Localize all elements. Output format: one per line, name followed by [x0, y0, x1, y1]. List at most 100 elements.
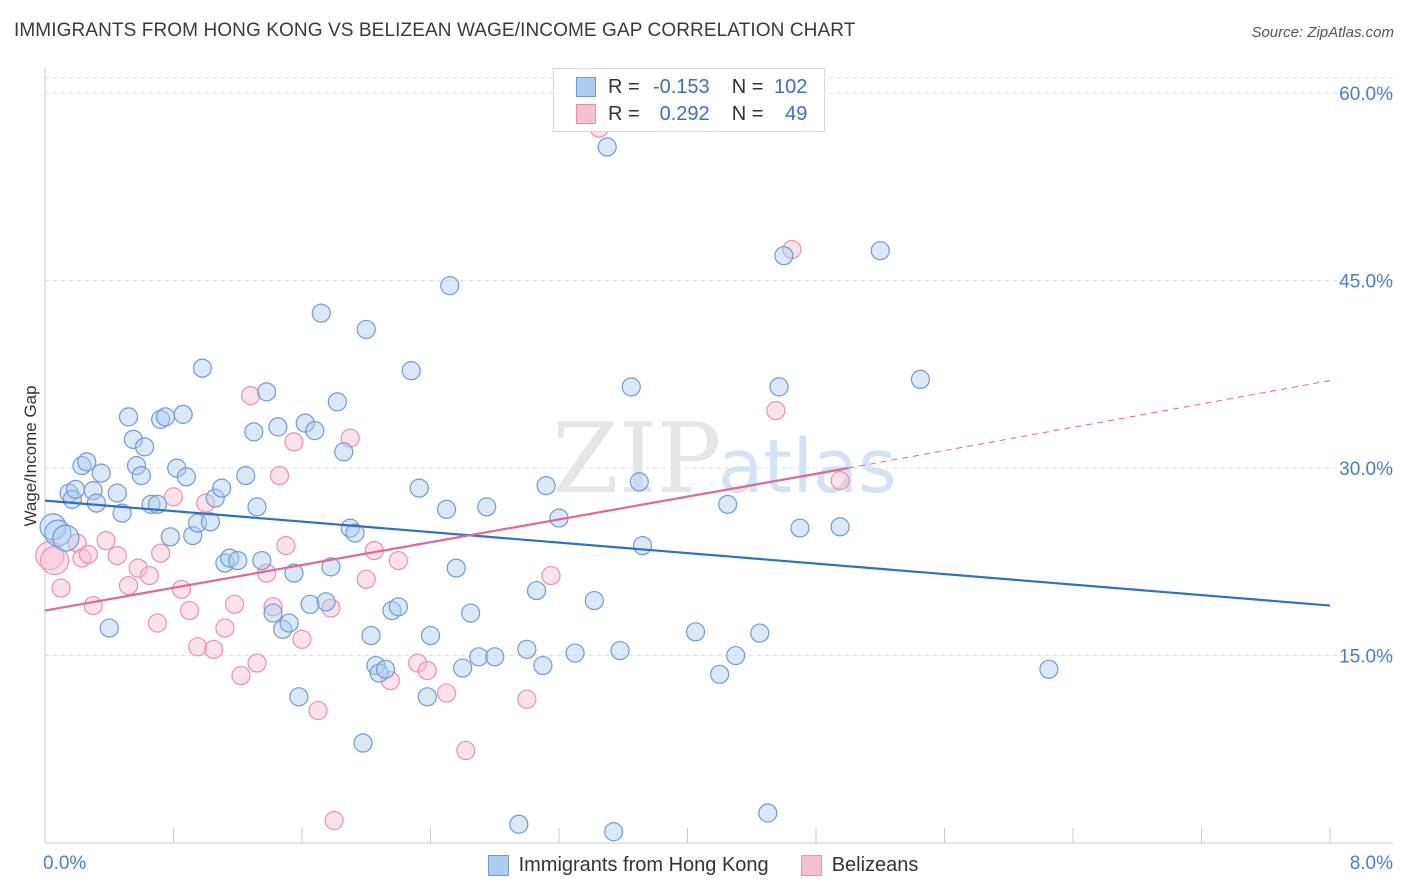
belizean-point	[269, 466, 290, 486]
belizean-point	[417, 660, 437, 681]
hong-kong-point	[632, 535, 653, 556]
hong-kong-point	[205, 488, 225, 508]
belizean-point	[171, 579, 192, 599]
y-tick-label: 60.0%	[1339, 84, 1393, 105]
belizean-point	[231, 665, 251, 686]
hong-kong-point	[536, 476, 556, 496]
belizean-point	[151, 543, 171, 563]
hong-kong-point	[685, 622, 706, 642]
source-label: Source: ZipAtlas.com	[1251, 24, 1394, 41]
hong-kong-point	[86, 493, 107, 513]
hong-kong-point	[769, 377, 789, 397]
belizean-point	[78, 544, 98, 564]
belizean-point	[276, 535, 296, 556]
belizean-point	[204, 639, 224, 659]
hong-kong-point	[279, 613, 299, 633]
hong-kong-point	[236, 466, 256, 486]
hong-kong-point	[316, 592, 336, 612]
hong-kong-point	[509, 814, 529, 834]
hong-kong-point	[134, 437, 155, 457]
belizean-point	[356, 569, 376, 589]
belizean-point	[107, 545, 127, 566]
chart-title: IMMIGRANTS FROM HONG KONG VS BELIZEAN WA…	[14, 20, 856, 41]
hong-kong-point	[345, 523, 365, 543]
belizeans-trend-extension	[848, 380, 1331, 469]
hong-kong-point	[718, 494, 738, 514]
hong-kong-point	[257, 382, 277, 402]
hong-kong-point	[268, 417, 288, 437]
hong-kong-point	[263, 603, 283, 623]
hong-kong-point	[77, 452, 97, 472]
legend-swatch-blue	[576, 77, 596, 97]
x-tick-label: 0.0%	[43, 853, 86, 874]
hong-kong-point	[526, 580, 547, 601]
hong-kong-point	[252, 550, 272, 571]
hong-kong-point	[160, 527, 180, 547]
legend-n-label: N =	[731, 75, 764, 98]
belizean-point	[196, 493, 216, 513]
hong-kong-point	[485, 647, 505, 667]
axes	[44, 68, 1393, 844]
hong-kong-point	[295, 413, 315, 433]
legend-n-value: 49	[785, 102, 808, 125]
belizean-point	[292, 629, 312, 649]
hong-kong-point	[710, 664, 730, 684]
belizean-point	[40, 545, 70, 576]
hong-kong-point	[244, 422, 264, 442]
hong-kong-point	[565, 643, 585, 663]
hong-kong-point	[356, 319, 376, 340]
hong-kong-point	[112, 503, 132, 523]
hong-kong-point	[469, 647, 489, 667]
hong-kong-point	[183, 525, 203, 546]
belizean-point	[83, 595, 103, 616]
hong-kong-point	[375, 659, 396, 679]
belizean-point	[224, 594, 245, 614]
hong-kong-point	[830, 517, 850, 537]
hong-kong-point	[774, 246, 794, 266]
hong-kong-point	[436, 499, 457, 519]
hong-kong-point	[123, 429, 143, 449]
belizean-point	[263, 597, 283, 617]
hong-kong-point	[446, 558, 466, 578]
belizean-point	[139, 565, 160, 586]
hong-kong-point	[155, 407, 176, 427]
belizean-point	[247, 653, 267, 673]
belizean-point	[380, 670, 400, 691]
hong-kong-point	[212, 478, 232, 498]
belizean-point	[118, 575, 139, 596]
belizean-point	[163, 487, 184, 507]
belizean-point	[308, 700, 328, 721]
grid-lines	[45, 77, 1393, 657]
hong-kong-point	[65, 479, 86, 499]
belizean-point	[541, 565, 561, 586]
y-axis-label: Wage/Income Gap	[21, 385, 40, 526]
hong-kong-point	[192, 358, 213, 378]
hong-kong-point	[758, 803, 778, 823]
belizean-point	[388, 550, 408, 571]
belizean-point	[35, 540, 65, 571]
belizean-point	[324, 810, 344, 831]
belizean-point	[456, 740, 476, 761]
correlation-legend: R = -0.153 N = 102 R = 0.292 N = 49	[553, 68, 825, 132]
belizean-point	[408, 653, 428, 673]
hong-kong-point	[126, 456, 147, 476]
hong-kong-point	[327, 392, 347, 412]
hong-kong-point	[334, 442, 354, 462]
series-legend: Immigrants from Hong Kong Belizeans	[0, 851, 1406, 879]
belizeans-trend-line	[44, 467, 849, 612]
belizean-point	[51, 578, 71, 598]
hong-kong-point	[870, 241, 890, 261]
hong-kong-point	[99, 618, 119, 638]
y-tick-label: 30.0%	[1339, 459, 1393, 480]
hong-kong-point	[311, 303, 331, 323]
hong-kong-point	[597, 137, 617, 157]
legend-n-label: N =	[731, 102, 764, 125]
hong-kong-point	[300, 594, 320, 614]
legend-r-label: R =	[608, 102, 640, 125]
hong-kong-point	[621, 377, 641, 397]
hong-kong-point	[361, 625, 381, 646]
hong-kong-trend-line	[44, 499, 1331, 607]
y-tick-label: 45.0%	[1339, 272, 1393, 293]
hong-kong-point	[176, 467, 196, 487]
